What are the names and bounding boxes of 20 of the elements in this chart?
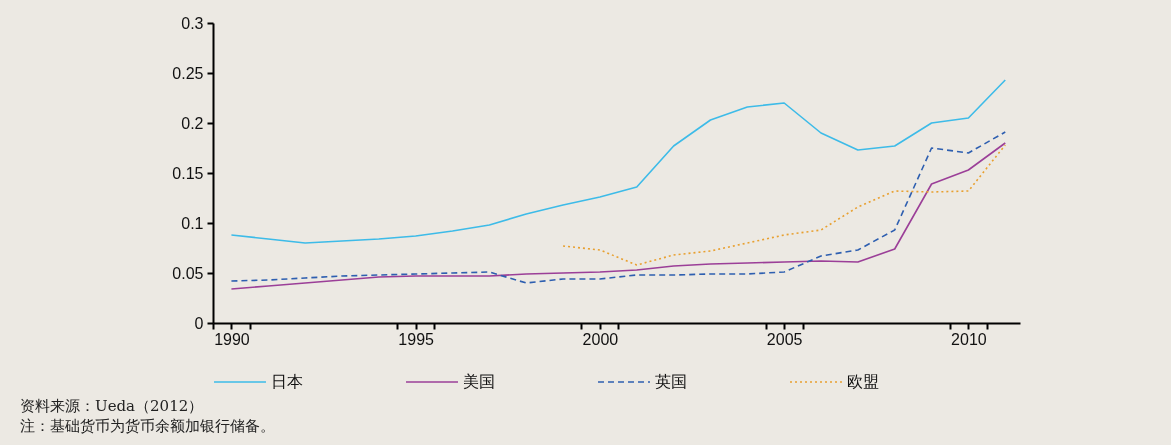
x-tick-label: 2010 xyxy=(951,330,987,348)
x-tick-label: 2005 xyxy=(766,330,803,348)
legend-label: 欧盟 xyxy=(847,372,879,391)
line-series xyxy=(562,144,1007,266)
y-tick-label: 0 xyxy=(194,314,204,332)
text: 注：基础货币为货币余额加银行储备。 xyxy=(20,416,275,436)
y-tick-label: 0.15 xyxy=(172,164,204,182)
legend-label: 英国 xyxy=(655,372,687,391)
x-tick-label: 1990 xyxy=(214,330,250,348)
text: 资料来源：Ueda（2012） xyxy=(20,396,205,416)
y-tick-label: 0.3 xyxy=(181,14,204,32)
y-tick-label: 0.25 xyxy=(172,64,204,82)
x-tick-label: 1995 xyxy=(398,330,435,348)
line-series xyxy=(230,79,1007,244)
y-tick-label: 0.2 xyxy=(181,114,204,132)
legend-label: 日本 xyxy=(271,372,303,391)
y-tick-label: 0.05 xyxy=(172,264,204,282)
x-tick-label: 2000 xyxy=(582,330,619,348)
y-tick-label: 0.1 xyxy=(181,214,204,232)
legend-label: 美国 xyxy=(463,372,495,391)
